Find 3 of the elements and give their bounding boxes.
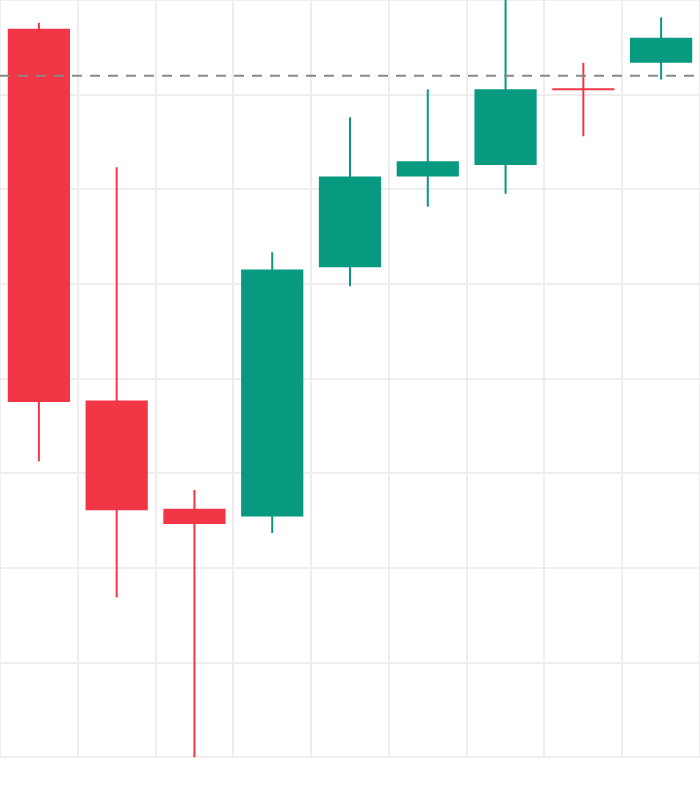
candlestick	[396, 88, 459, 208]
candlestick	[551, 61, 616, 138]
candlestick	[163, 488, 226, 759]
